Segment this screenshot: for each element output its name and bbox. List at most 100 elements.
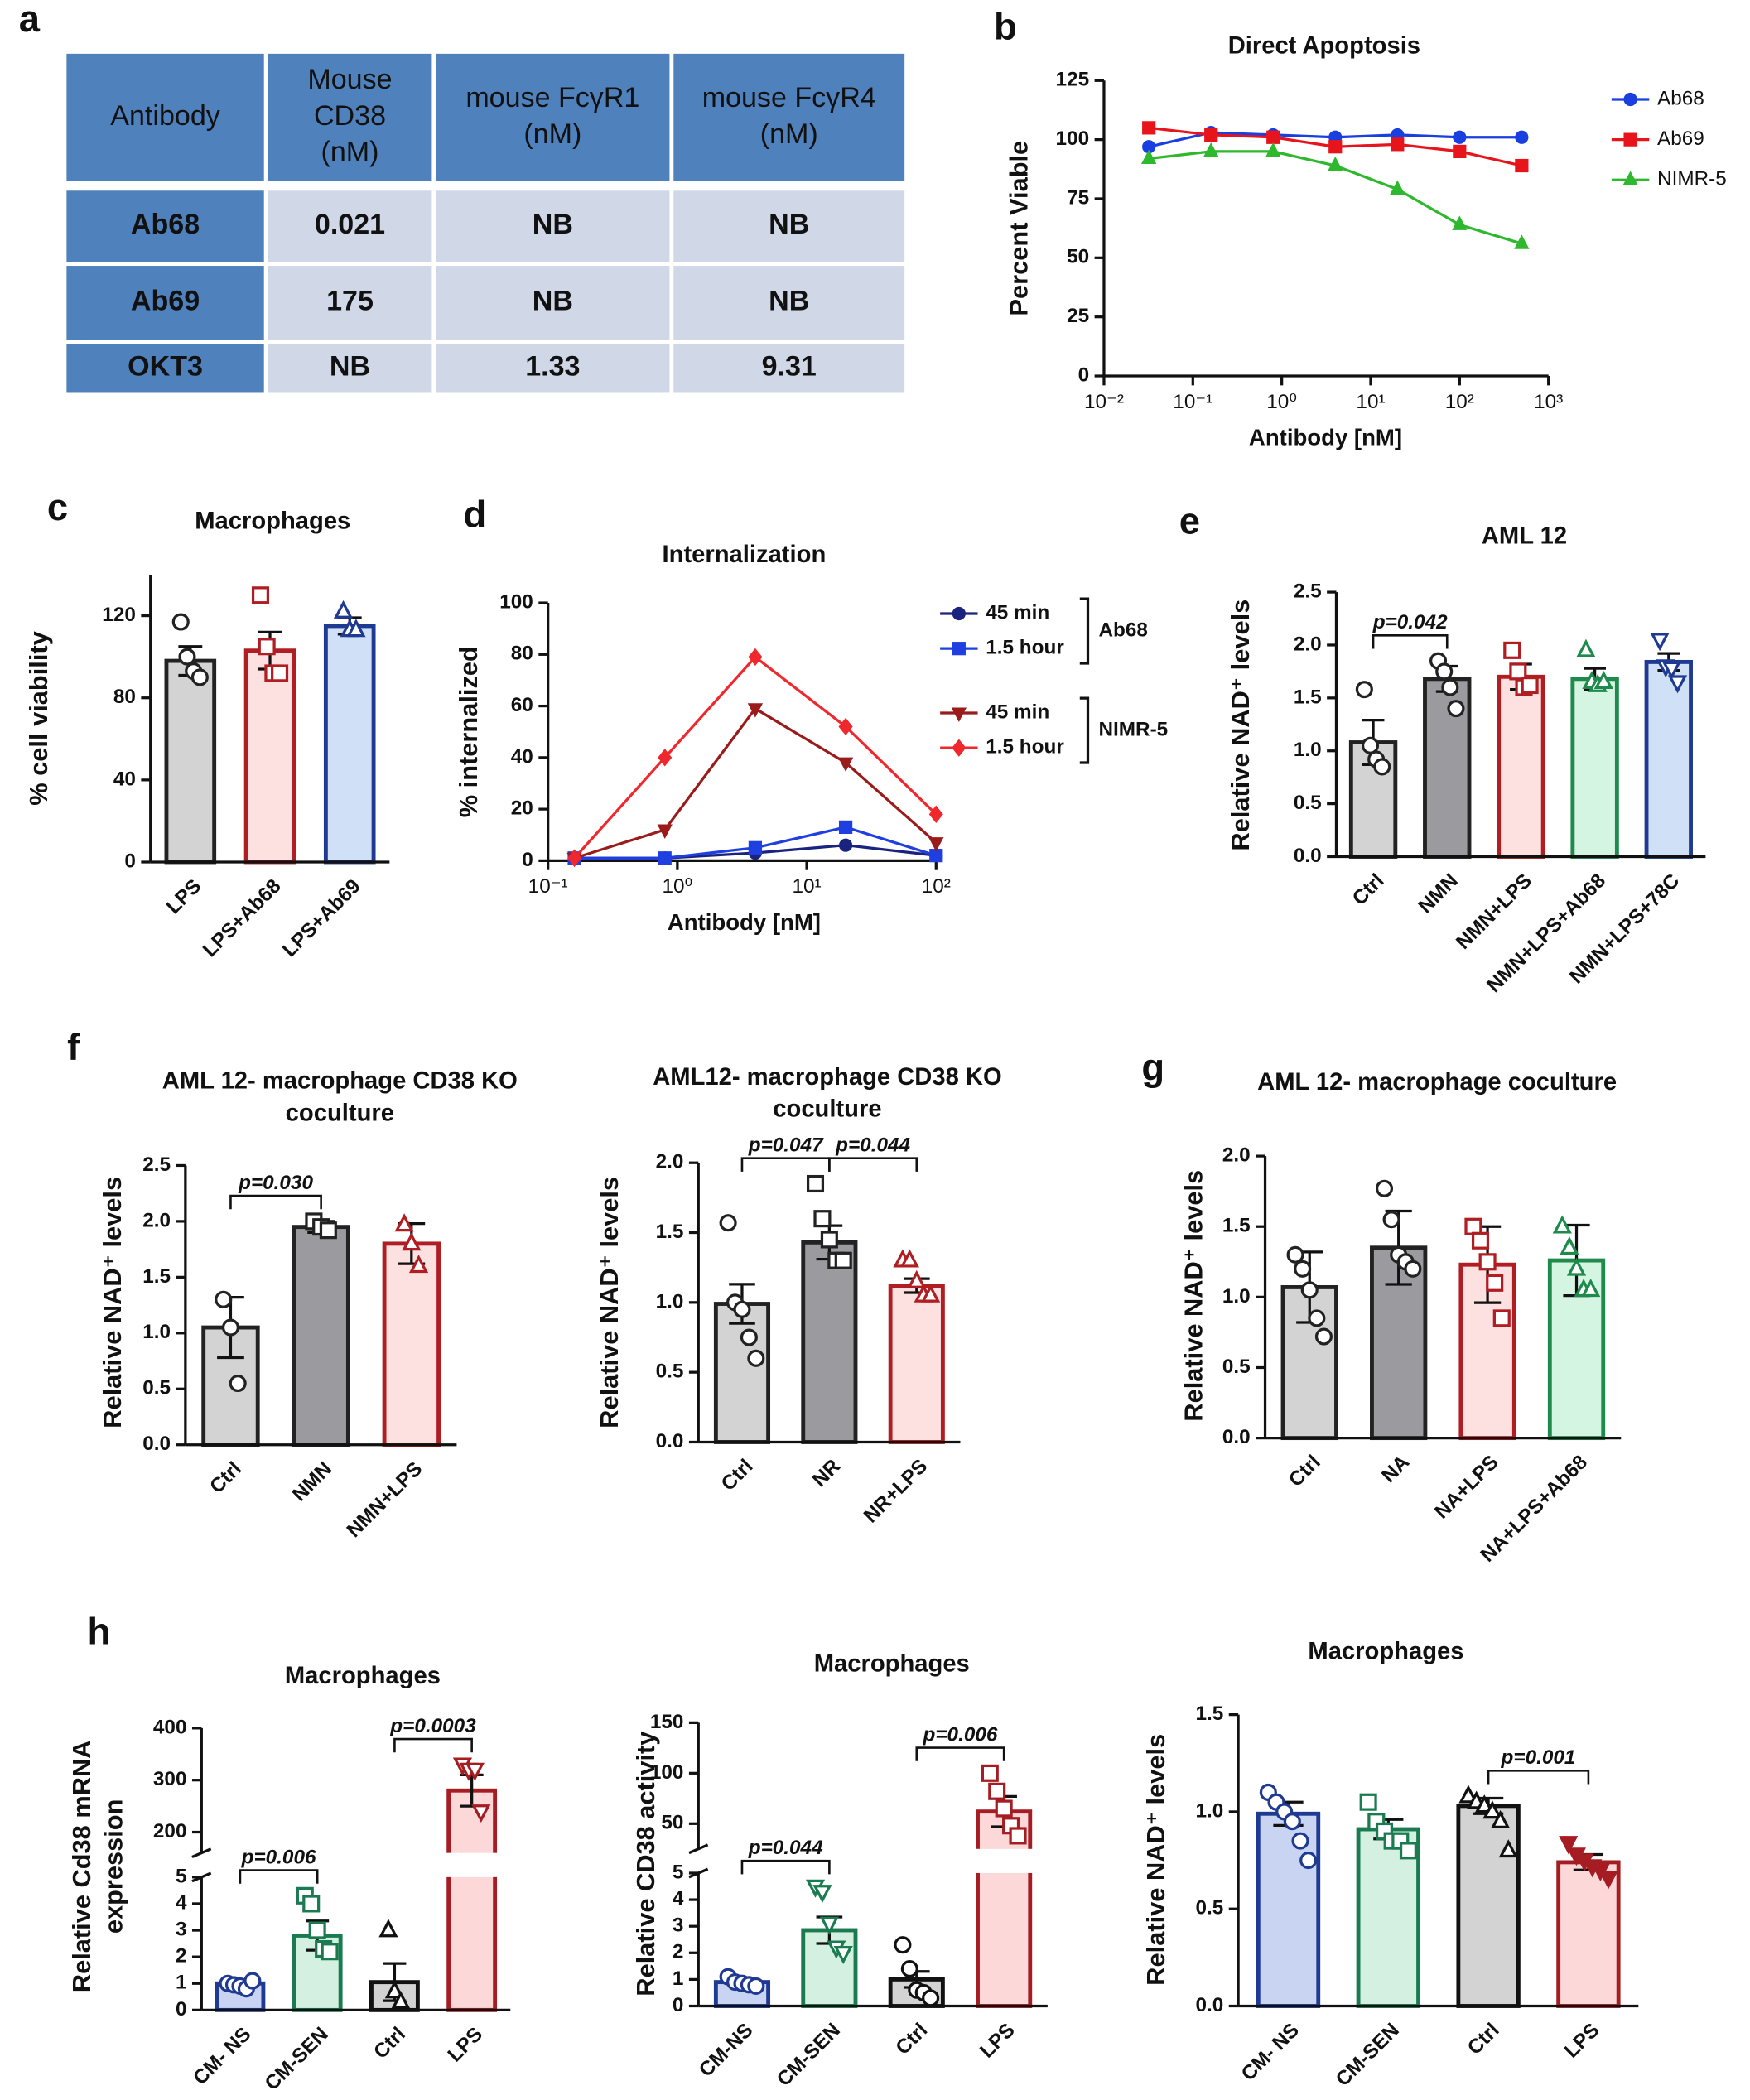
data-point xyxy=(1355,681,1373,699)
significance-bracket xyxy=(915,1746,1005,1761)
data-point xyxy=(1559,1836,1579,1855)
x-tick-label: 10³ xyxy=(1534,391,1563,413)
data-point xyxy=(190,668,209,686)
data-point xyxy=(1486,1274,1504,1292)
y-axis-label: expression xyxy=(99,1799,128,1934)
table-cell-text: NB xyxy=(769,286,809,317)
data-point xyxy=(1576,638,1596,657)
table-cell-text: 0.021 xyxy=(315,209,385,240)
data-point xyxy=(465,1762,485,1781)
table-cell xyxy=(66,190,264,262)
data-point xyxy=(1560,1236,1579,1255)
data-point xyxy=(1283,1813,1301,1831)
data-point xyxy=(251,586,270,604)
data-point xyxy=(391,1990,411,2010)
data-point xyxy=(308,1921,326,1939)
table-cell-text: NB xyxy=(533,286,573,317)
table-cell xyxy=(66,53,264,181)
y-axis-label: % internalized xyxy=(454,646,483,817)
chart-title: AML12- macrophage CD38 KO xyxy=(653,1064,1001,1091)
significance-bracket xyxy=(393,1737,473,1753)
table-header: mouse FcγR1 xyxy=(465,82,639,113)
data-point xyxy=(566,849,582,867)
table-cell xyxy=(673,190,905,262)
data-point xyxy=(302,1895,321,1913)
chart-title: Internalization xyxy=(663,542,827,568)
bar xyxy=(243,648,296,865)
data-point xyxy=(952,642,966,656)
y-tick-label: 1.0 xyxy=(656,1290,684,1312)
table-cell-text: 1.33 xyxy=(525,350,580,382)
data-point xyxy=(229,1374,247,1393)
table-cell-text: Ab68 xyxy=(131,209,200,240)
y-tick-label: 50 xyxy=(1067,246,1089,268)
bar xyxy=(1644,659,1693,859)
data-point xyxy=(1328,140,1343,154)
data-point xyxy=(1447,700,1465,718)
table-header: (nM) xyxy=(321,137,379,168)
table-cell xyxy=(673,53,905,181)
axis-break-mark xyxy=(688,1843,709,1879)
data-point xyxy=(922,1989,940,2007)
data-point xyxy=(951,707,967,722)
chart-title: coculture xyxy=(286,1101,394,1127)
table-cell xyxy=(268,190,432,262)
table-header: CD38 xyxy=(314,100,386,132)
y-tick-label: 100 xyxy=(499,590,533,613)
data-point xyxy=(394,1213,414,1232)
y-tick-label: 1.5 xyxy=(142,1265,171,1288)
y-tick-label: 0 xyxy=(522,849,533,871)
data-point xyxy=(1514,234,1530,249)
x-axis-label: Antibody [nM] xyxy=(668,909,821,935)
significance-bracket xyxy=(740,1859,831,1875)
table-cell xyxy=(436,53,670,181)
bar xyxy=(1458,1262,1516,1441)
data-point xyxy=(471,1804,491,1823)
y-axis-label: Relative NAD⁺ levels xyxy=(595,1177,624,1428)
bar xyxy=(323,624,376,865)
y-tick-label: 100 xyxy=(650,1761,684,1784)
bar xyxy=(1456,1804,1521,2008)
data-point xyxy=(1552,1215,1572,1234)
x-tick-label: 10⁻² xyxy=(1084,391,1124,413)
data-point xyxy=(1492,1309,1511,1327)
legend-label: 45 min xyxy=(986,601,1049,624)
y-tick-label: 1.0 xyxy=(1195,1799,1223,1822)
data-point xyxy=(833,1945,853,1965)
y-tick-label: 1.0 xyxy=(1222,1285,1251,1308)
p-value: p=0.042 xyxy=(1372,611,1448,633)
y-tick-label: 0.5 xyxy=(656,1361,684,1383)
significance-bracket xyxy=(1372,634,1449,649)
table-cell xyxy=(436,190,670,262)
legend-group-label: Ab68 xyxy=(1098,619,1147,642)
table-cell xyxy=(268,266,432,340)
data-point xyxy=(894,1936,912,1954)
y-tick-label: 80 xyxy=(511,643,533,665)
data-point xyxy=(1291,1832,1309,1850)
y-tick-label: 2 xyxy=(176,1945,187,1968)
data-point xyxy=(1593,670,1613,689)
data-point xyxy=(837,757,854,773)
data-point xyxy=(1142,121,1156,135)
data-point xyxy=(952,739,967,757)
data-point xyxy=(658,851,672,865)
y-tick-label: 60 xyxy=(511,694,533,716)
p-value: p=0.044 xyxy=(835,1134,910,1157)
bar xyxy=(382,1241,441,1447)
table-cell-text: NB xyxy=(769,209,809,240)
panel-label: c xyxy=(47,486,68,528)
x-tick-label: 10⁻¹ xyxy=(1173,391,1212,413)
y-tick-label: 40 xyxy=(511,745,533,768)
y-tick-label: 3 xyxy=(673,1915,684,1937)
data-point xyxy=(1266,130,1280,144)
data-point xyxy=(1009,1827,1027,1845)
y-tick-label: 0 xyxy=(1078,364,1090,386)
table-cell xyxy=(66,344,264,393)
data-point xyxy=(1482,1800,1502,1819)
y-tick-label: 5 xyxy=(176,1865,187,1887)
y-tick-label: 25 xyxy=(1067,305,1089,327)
chart-title: Macrophages xyxy=(285,1663,441,1689)
x-tick-label: 10⁰ xyxy=(662,875,692,898)
y-tick-label: 100 xyxy=(1056,128,1090,150)
data-point xyxy=(1491,1809,1511,1828)
